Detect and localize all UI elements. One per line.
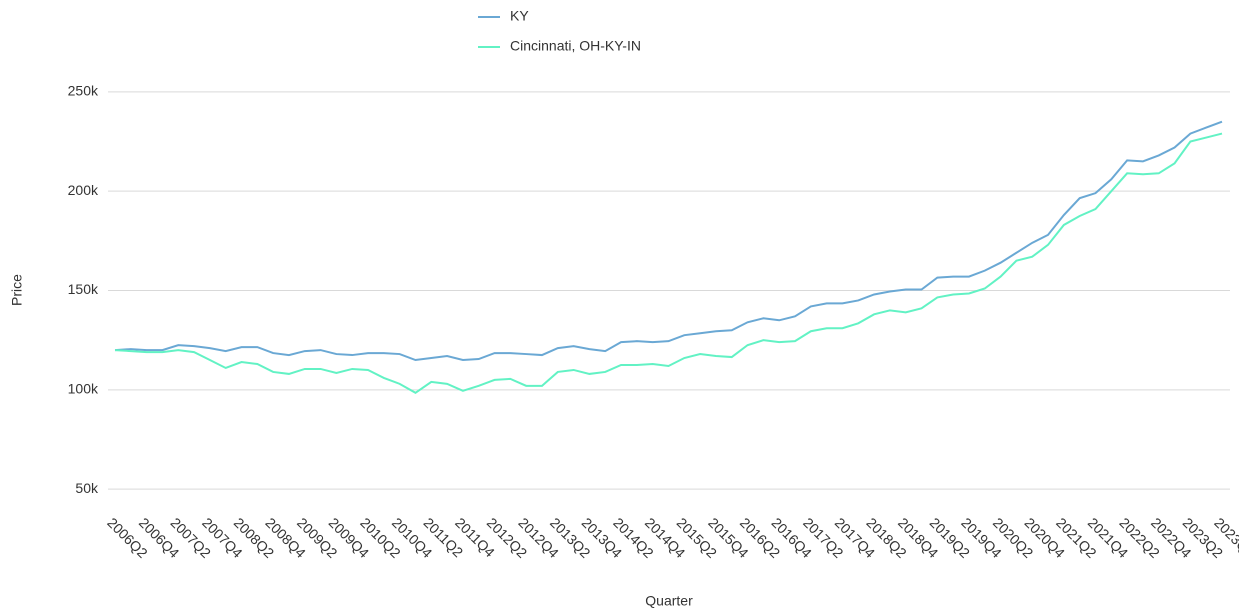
y-tick-label: 250k (68, 83, 99, 99)
y-tick-label: 200k (68, 182, 99, 198)
y-tick-label: 150k (68, 281, 99, 297)
x-axis-title: Quarter (645, 593, 693, 609)
legend-label: KY (510, 8, 529, 24)
series-line (114, 120, 1223, 362)
series-line (114, 132, 1223, 394)
legend-label: Cincinnati, OH-KY-IN (510, 38, 641, 54)
y-tick-label: 100k (68, 381, 99, 397)
y-axis-title: Price (9, 274, 25, 306)
y-tick-label: 50k (75, 480, 99, 496)
